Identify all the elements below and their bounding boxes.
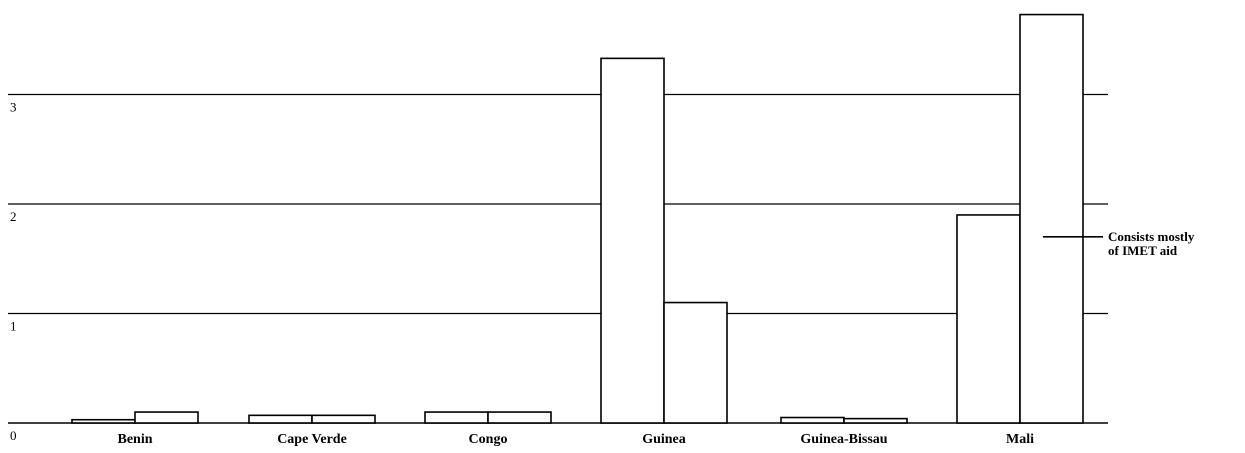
bar-congo-1 (424, 411, 489, 424)
bar-cape-verde-2 (311, 414, 376, 424)
bar-benin-2 (134, 411, 199, 424)
y-tick-label-2: 2 (10, 209, 17, 224)
bar-mali-1 (956, 214, 1021, 424)
annotation: Consists mostly of IMET aid (1043, 229, 1195, 258)
category-label-cape-verde: Cape Verde (277, 432, 347, 447)
bar-guinea-bissau-1 (780, 416, 845, 424)
y-tick-label-3: 3 (10, 100, 17, 115)
category-label-guinea: Guinea (642, 432, 686, 447)
bars (71, 13, 1084, 424)
category-label-mali: Mali (1006, 432, 1034, 447)
bar-cape-verde-1 (248, 414, 313, 424)
annotation-text-line-1: Consists mostly (1108, 229, 1195, 244)
y-tick-label-0: 0 (10, 428, 17, 443)
y-tick-labels: 0 1 2 3 (10, 100, 17, 444)
bar-guinea-2 (663, 301, 728, 424)
bar-congo-2 (487, 411, 552, 424)
y-tick-label-1: 1 (10, 319, 17, 334)
category-label-congo: Congo (469, 432, 508, 447)
bar-mali-2 (1019, 13, 1084, 424)
bar-benin-1 (71, 418, 136, 424)
bar-guinea-bissau-2 (843, 417, 908, 424)
bar-guinea-1 (600, 57, 665, 424)
category-label-benin: Benin (117, 432, 152, 447)
category-label-guinea-bissau: Guinea-Bissau (800, 432, 887, 447)
annotation-text-line-2: of IMET aid (1108, 243, 1178, 258)
category-labels: Benin Cape Verde Congo Guinea Guinea-Bissau M… (117, 432, 1034, 447)
gridlines (8, 93, 1108, 424)
